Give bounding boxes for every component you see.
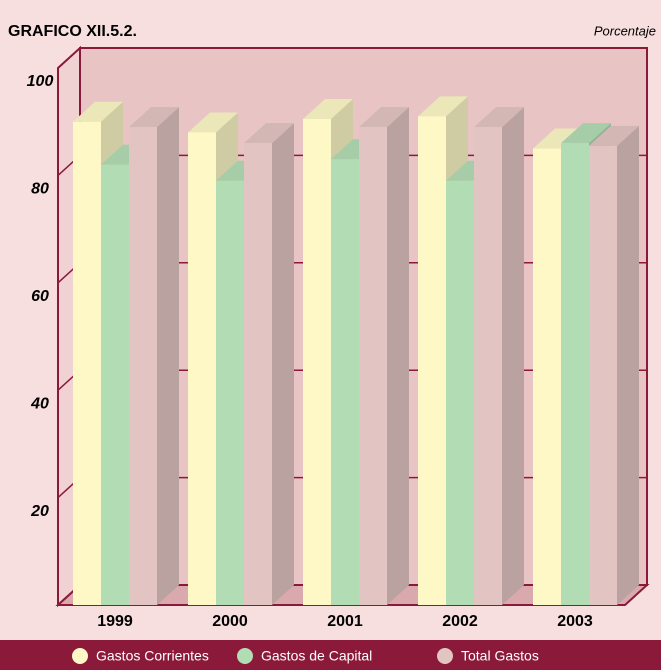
bar-side — [617, 125, 639, 606]
y-tick-label: 60 — [31, 288, 49, 305]
x-tick-label: 2003 — [557, 613, 593, 630]
bar — [303, 119, 331, 605]
bar-side — [272, 123, 294, 606]
bar-top — [73, 101, 123, 122]
y-tick-label: 40 — [30, 395, 49, 412]
bar — [474, 127, 502, 605]
bar — [188, 132, 216, 605]
bar — [101, 164, 129, 605]
bar-side — [502, 107, 524, 605]
legend-label: Gastos Corrientes — [96, 648, 209, 664]
legend-swatch — [72, 648, 88, 664]
bar-top — [533, 128, 583, 149]
legend-swatch — [237, 648, 253, 664]
bar — [73, 121, 101, 605]
bar — [216, 180, 244, 605]
bar-top — [303, 99, 353, 120]
bar-side — [387, 107, 409, 605]
bar — [418, 116, 446, 605]
bar — [589, 145, 617, 606]
y-tick-label: 80 — [31, 181, 49, 198]
unit-label: Porcentaje — [594, 23, 656, 38]
bar-top — [589, 125, 639, 146]
bar-top — [561, 123, 611, 144]
bar-top — [418, 96, 468, 117]
legend-label: Total Gastos — [461, 648, 539, 664]
bar — [561, 143, 589, 605]
bar-side — [157, 107, 179, 605]
bar-top — [359, 107, 409, 128]
x-tick-label: 1999 — [97, 613, 133, 630]
legend-label: Gastos de Capital — [261, 648, 372, 664]
bar-top — [244, 123, 294, 144]
bar — [244, 143, 272, 605]
legend-bar — [0, 640, 661, 670]
chart-title: GRAFICO XII.5.2. — [8, 23, 137, 40]
grid-line-side — [57, 47, 81, 69]
legend-swatch — [437, 648, 453, 664]
bar — [129, 127, 157, 605]
x-tick-label: 2000 — [212, 613, 248, 630]
x-tick-label: 2002 — [442, 613, 478, 630]
y-tick-label: 100 — [27, 73, 54, 90]
bar — [331, 159, 359, 606]
bar-top — [188, 112, 238, 133]
x-tick-label: 2001 — [327, 613, 363, 630]
y-tick-label: 20 — [30, 503, 49, 520]
bar-top — [129, 107, 179, 128]
bar — [446, 180, 474, 605]
bar — [359, 127, 387, 605]
bar-top — [474, 107, 524, 128]
bar — [533, 148, 561, 606]
